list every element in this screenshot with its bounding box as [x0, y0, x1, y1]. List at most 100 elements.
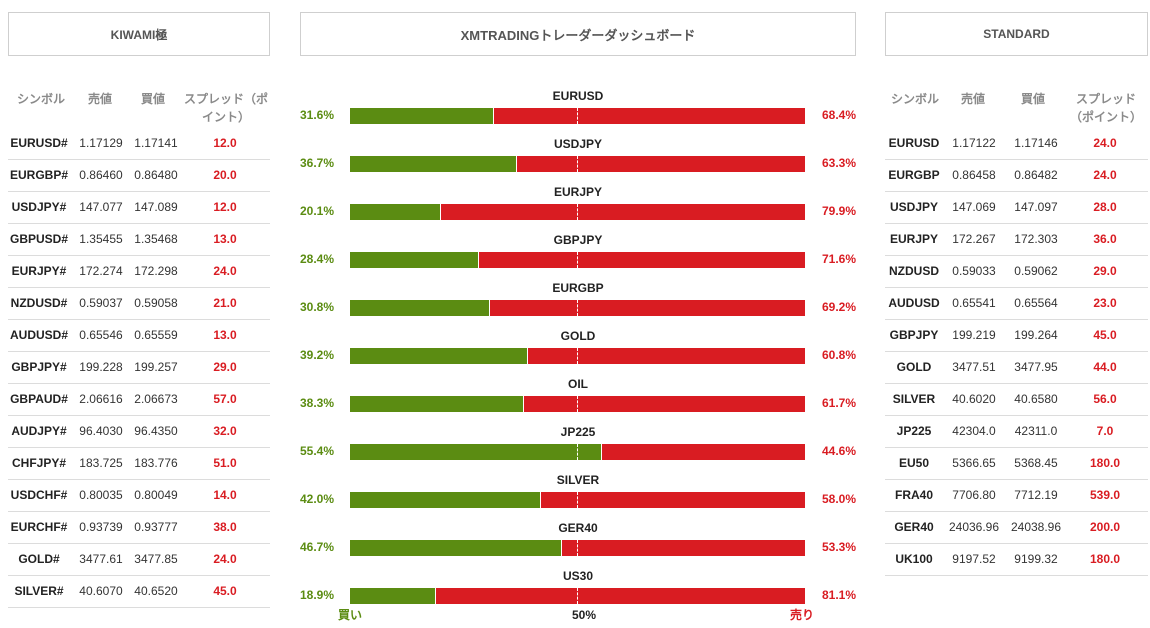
- table-row[interactable]: GBPJPY 199.219 199.264 45.0: [885, 320, 1148, 352]
- table-row[interactable]: SILVER# 40.6070 40.6520 45.0: [8, 576, 270, 608]
- table-row[interactable]: AUDUSD 0.65541 0.65564 23.0: [885, 288, 1148, 320]
- kiwami-column-headers: シンボル 売値 買値 スプレッド（ポイント）: [8, 80, 270, 128]
- buy-percent: 18.9%: [300, 588, 335, 602]
- table-row[interactable]: GOLD 3477.51 3477.95 44.0: [885, 352, 1148, 384]
- sentiment-row: SILVER 42.0% 58.0%: [300, 472, 856, 520]
- sentiment-bar: [350, 156, 805, 172]
- ask-cell: 0.59058: [134, 296, 178, 310]
- table-row[interactable]: UK100 9197.52 9199.32 180.0: [885, 544, 1148, 576]
- sentiment-bar: [350, 492, 805, 508]
- midpoint-line: [577, 204, 578, 220]
- table-row[interactable]: AUDUSD# 0.65546 0.65559 13.0: [8, 320, 270, 352]
- symbol-cell: EURCHF#: [10, 520, 68, 534]
- table-row[interactable]: EURJPY 172.267 172.303 36.0: [885, 224, 1148, 256]
- ask-cell: 40.6520: [134, 584, 178, 598]
- buy-percent: 30.8%: [300, 300, 335, 314]
- table-row[interactable]: FRA40 7706.80 7712.19 539.0: [885, 480, 1148, 512]
- buy-percent: 20.1%: [300, 204, 335, 218]
- spread-cell: 24.0: [1093, 136, 1117, 150]
- symbol-cell: GBPUSD#: [9, 232, 68, 246]
- sell-percent: 44.6%: [821, 444, 856, 458]
- table-row[interactable]: CHFJPY# 183.725 183.776 51.0: [8, 448, 270, 480]
- table-row[interactable]: GBPUSD# 1.35455 1.35468 13.0: [8, 224, 270, 256]
- bid-cell: 5366.65: [952, 456, 996, 470]
- column-bid: 売値: [960, 92, 985, 106]
- table-row[interactable]: EURCHF# 0.93739 0.93777 38.0: [8, 512, 270, 544]
- buy-bar-fill: [350, 252, 480, 268]
- table-row[interactable]: EURGBP 0.86458 0.86482 24.0: [885, 160, 1148, 192]
- symbol-cell: JP225: [896, 424, 932, 438]
- sentiment-row: GER40 46.7% 53.3%: [300, 520, 856, 568]
- ask-cell: 172.298: [134, 264, 178, 278]
- symbol-cell: USDJPY#: [11, 200, 67, 214]
- midpoint-line: [577, 396, 578, 412]
- ask-cell: 5368.45: [1014, 456, 1058, 470]
- sentiment-symbol: SILVER: [556, 473, 600, 487]
- sell-percent: 53.3%: [821, 540, 856, 554]
- spread-cell: 539.0: [1089, 488, 1121, 502]
- bid-cell: 0.86458: [952, 168, 996, 182]
- spread-cell: 56.0: [1093, 392, 1117, 406]
- spread-cell: 7.0: [1096, 424, 1114, 438]
- table-row[interactable]: JP225 42304.0 42311.0 7.0: [885, 416, 1148, 448]
- table-row[interactable]: USDJPY# 147.077 147.089 12.0: [8, 192, 270, 224]
- table-row[interactable]: SILVER 40.6020 40.6580 56.0: [885, 384, 1148, 416]
- kiwami-title: KIWAMI極: [110, 27, 168, 42]
- symbol-cell: EURGBP: [888, 168, 940, 182]
- table-row[interactable]: EURGBP# 0.86460 0.86480 20.0: [8, 160, 270, 192]
- ask-cell: 199.257: [134, 360, 178, 374]
- ask-cell: 7712.19: [1014, 488, 1058, 502]
- table-row[interactable]: GBPAUD# 2.06616 2.06673 57.0: [8, 384, 270, 416]
- spread-cell: 29.0: [1093, 264, 1117, 278]
- bid-cell: 0.93739: [79, 520, 123, 534]
- bid-cell: 42304.0: [952, 424, 996, 438]
- sentiment-bar: [350, 108, 805, 124]
- column-ask: 買値: [140, 92, 165, 106]
- ask-cell: 0.93777: [134, 520, 178, 534]
- bid-cell: 9197.52: [952, 552, 996, 566]
- column-spread: スプレッド（ポイント）: [183, 92, 268, 124]
- bid-cell: 183.725: [79, 456, 123, 470]
- table-row[interactable]: NZDUSD 0.59033 0.59062 29.0: [885, 256, 1148, 288]
- bid-cell: 172.274: [79, 264, 123, 278]
- sentiment-symbol: EURUSD: [552, 89, 604, 103]
- table-row[interactable]: USDJPY 147.069 147.097 28.0: [885, 192, 1148, 224]
- buy-bar-fill: [350, 300, 491, 316]
- symbol-cell: AUDUSD#: [9, 328, 68, 342]
- table-row[interactable]: EU50 5366.65 5368.45 180.0: [885, 448, 1148, 480]
- ask-cell: 0.59062: [1014, 264, 1058, 278]
- standard-title: STANDARD: [983, 27, 1050, 41]
- midpoint-line: [577, 588, 578, 604]
- symbol-cell: UK100: [895, 552, 933, 566]
- table-row[interactable]: EURUSD 1.17122 1.17146 24.0: [885, 128, 1148, 160]
- sell-percent: 61.7%: [821, 396, 856, 410]
- spread-cell: 38.0: [213, 520, 237, 534]
- spread-cell: 36.0: [1093, 232, 1117, 246]
- ask-cell: 147.097: [1014, 200, 1058, 214]
- spread-cell: 14.0: [213, 488, 237, 502]
- midpoint-line: [577, 252, 578, 268]
- buy-bar-fill: [350, 444, 603, 460]
- column-symbol: シンボル: [890, 92, 939, 106]
- symbol-cell: EURGBP#: [9, 168, 68, 182]
- table-row[interactable]: NZDUSD# 0.59037 0.59058 21.0: [8, 288, 270, 320]
- spread-cell: 24.0: [213, 264, 237, 278]
- midpoint-line: [577, 492, 578, 508]
- sentiment-bar: [350, 348, 805, 364]
- bid-cell: 0.65541: [952, 296, 996, 310]
- spread-cell: 32.0: [213, 424, 237, 438]
- sell-percent: 69.2%: [821, 300, 856, 314]
- table-row[interactable]: GER40 24036.96 24038.96 200.0: [885, 512, 1148, 544]
- spread-cell: 23.0: [1093, 296, 1117, 310]
- table-row[interactable]: EURJPY# 172.274 172.298 24.0: [8, 256, 270, 288]
- table-row[interactable]: EURUSD# 1.17129 1.17141 12.0: [8, 128, 270, 160]
- table-row[interactable]: GOLD# 3477.61 3477.85 24.0: [8, 544, 270, 576]
- ask-cell: 1.35468: [134, 232, 178, 246]
- table-row[interactable]: AUDJPY# 96.4030 96.4350 32.0: [8, 416, 270, 448]
- buy-percent: 31.6%: [300, 108, 335, 122]
- sell-percent: 63.3%: [821, 156, 856, 170]
- table-row[interactable]: GBPJPY# 199.228 199.257 29.0: [8, 352, 270, 384]
- table-row[interactable]: USDCHF# 0.80035 0.80049 14.0: [8, 480, 270, 512]
- ask-cell: 172.303: [1014, 232, 1058, 246]
- sentiment-symbol: GOLD: [560, 329, 596, 343]
